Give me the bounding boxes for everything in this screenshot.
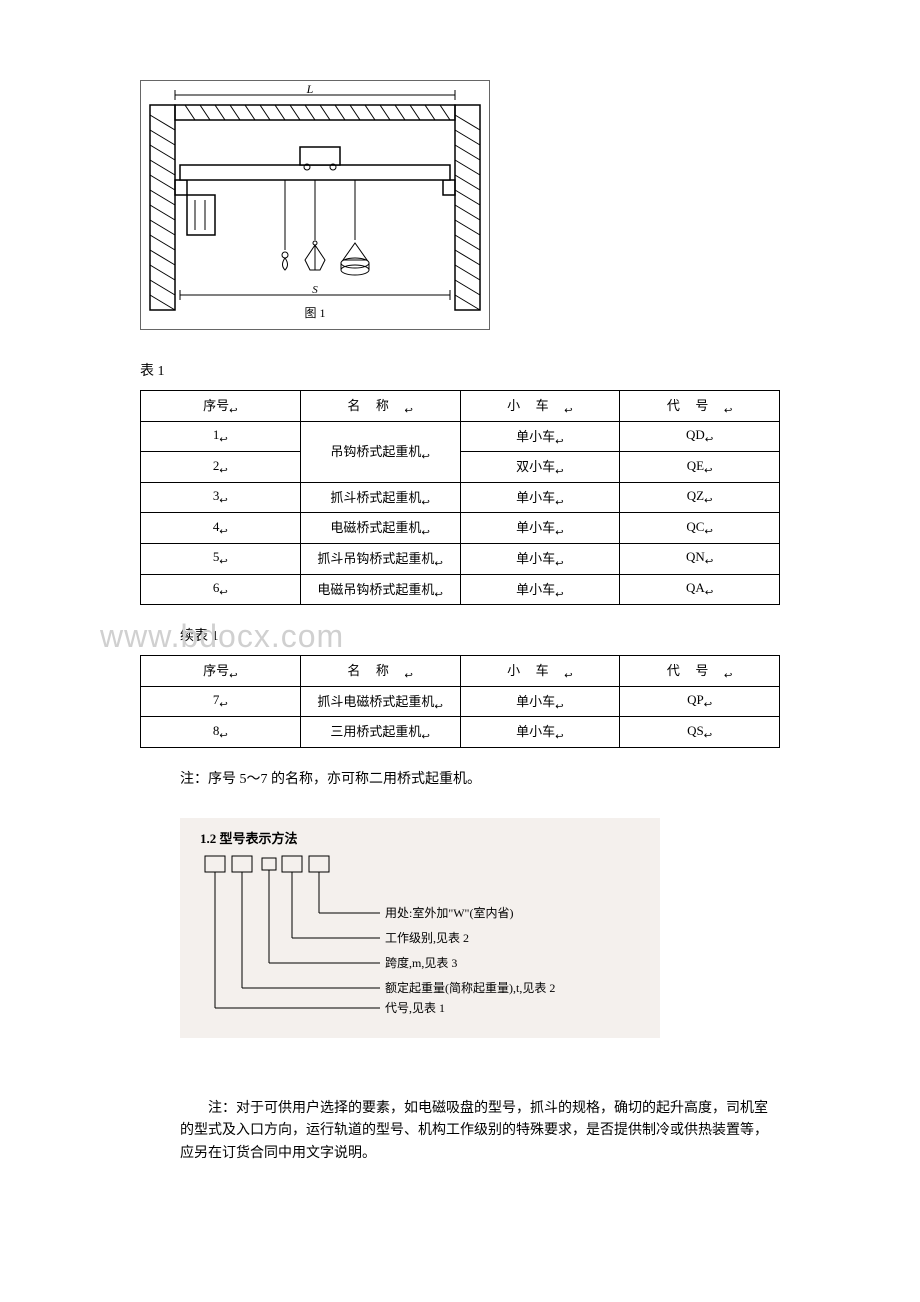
cell-code: QP↩	[620, 686, 780, 717]
cell-trolley: 双小车↩	[460, 452, 620, 483]
cell-seq: 6↩	[141, 574, 301, 605]
cell-code: QN↩	[620, 543, 780, 574]
cell-code: QA↩	[620, 574, 780, 605]
cell-trolley: 单小车↩	[460, 686, 620, 717]
cell-name: 抓斗电磁桥式起重机↩	[300, 686, 460, 717]
dim-l-label: L	[306, 85, 314, 96]
table-1-header-seq: 序号↩	[141, 391, 301, 422]
table-1-continued: 序号↩ 名称↩ 小车↩ 代号↩ 7↩ 抓斗电磁桥式起重机↩ 单小车↩ QP↩ 8…	[140, 655, 780, 748]
model-line-3: 跨度,m,见表 3	[385, 955, 457, 970]
table-row: 1↩ 吊钩桥式起重机↩ 单小车↩ QD↩	[141, 421, 780, 452]
cell-seq: 2↩	[141, 452, 301, 483]
table-1-header-code: 代号↩	[620, 391, 780, 422]
cell-name: 电磁桥式起重机↩	[300, 513, 460, 544]
cell-name: 抓斗吊钩桥式起重机↩	[300, 543, 460, 574]
table-1c-header-name: 名称↩	[300, 656, 460, 687]
cell-code: QD↩	[620, 421, 780, 452]
dim-s-label: S	[312, 284, 318, 296]
cell-name: 三用桥式起重机↩	[300, 717, 460, 748]
table-row: 2↩ 双小车↩ QE↩	[141, 452, 780, 483]
model-diagram: 1.2 型号表示方法 用处:室外加"W"(室内省) 工作级别,见表 2 跨度,m…	[190, 828, 650, 1028]
table-1-header-row: 序号↩ 名称↩ 小车↩ 代号↩	[141, 391, 780, 422]
crane-svg: L	[145, 85, 485, 325]
model-line-1: 用处:室外加"W"(室内省)	[385, 905, 513, 920]
table-1-label: 表 1	[140, 360, 780, 380]
cell-seq: 1↩	[141, 421, 301, 452]
cell-trolley: 单小车↩	[460, 482, 620, 513]
table-row: 7↩ 抓斗电磁桥式起重机↩ 单小车↩ QP↩	[141, 686, 780, 717]
table-1c-header-code: 代号↩	[620, 656, 780, 687]
cell-trolley: 单小车↩	[460, 513, 620, 544]
table-1c-header-row: 序号↩ 名称↩ 小车↩ 代号↩	[141, 656, 780, 687]
cell-seq: 4↩	[141, 513, 301, 544]
table-1: 序号↩ 名称↩ 小车↩ 代号↩ 1↩ 吊钩桥式起重机↩ 单小车↩ QD↩ 2↩ …	[140, 390, 780, 605]
cell-seq: 8↩	[141, 717, 301, 748]
model-diagram-svg: 1.2 型号表示方法 用处:室外加"W"(室内省) 工作级别,见表 2 跨度,m…	[190, 828, 650, 1028]
table-1-continued-label: 续表 1	[180, 625, 780, 645]
table-row: 3↩ 抓斗桥式起重机↩ 单小车↩ QZ↩	[141, 482, 780, 513]
table-row: 5↩ 抓斗吊钩桥式起重机↩ 单小车↩ QN↩	[141, 543, 780, 574]
cell-code: QC↩	[620, 513, 780, 544]
figure-1-container: L	[140, 80, 490, 330]
cell-name: 抓斗桥式起重机↩	[300, 482, 460, 513]
crane-diagram: L	[145, 85, 485, 325]
model-line-5: 代号,见表 1	[385, 1001, 445, 1015]
cell-trolley: 单小车↩	[460, 717, 620, 748]
table-row: 8↩ 三用桥式起重机↩ 单小车↩ QS↩	[141, 717, 780, 748]
model-line-4: 额定起重量(简称起重量),t,见表 2	[385, 980, 555, 995]
figure-1-label: 图 1	[304, 306, 325, 320]
cell-trolley: 单小车↩	[460, 543, 620, 574]
cell-seq: 5↩	[141, 543, 301, 574]
final-note: 注：对于可供用户选择的要素，如电磁吸盘的型号，抓斗的规格，确切的起升高度，司机室…	[180, 1098, 780, 1165]
table-1c-header-trolley: 小车↩	[460, 656, 620, 687]
model-diagram-container: 1.2 型号表示方法 用处:室外加"W"(室内省) 工作级别,见表 2 跨度,m…	[180, 818, 660, 1038]
table-1-header-trolley: 小车↩	[460, 391, 620, 422]
table-1c-header-seq: 序号↩	[141, 656, 301, 687]
cell-trolley: 单小车↩	[460, 574, 620, 605]
cell-code: QE↩	[620, 452, 780, 483]
note-1: 注：序号 5～7 的名称，亦可称二用桥式起重机。	[180, 768, 780, 788]
cell-trolley: 单小车↩	[460, 421, 620, 452]
cell-code: QZ↩	[620, 482, 780, 513]
cell-name: 吊钩桥式起重机↩	[300, 421, 460, 482]
cell-code: QS↩	[620, 717, 780, 748]
table-row: 4↩ 电磁桥式起重机↩ 单小车↩ QC↩	[141, 513, 780, 544]
cell-name: 电磁吊钩桥式起重机↩	[300, 574, 460, 605]
model-line-2: 工作级别,见表 2	[385, 931, 469, 945]
cell-seq: 7↩	[141, 686, 301, 717]
table-row: 6↩ 电磁吊钩桥式起重机↩ 单小车↩ QA↩	[141, 574, 780, 605]
cell-seq: 3↩	[141, 482, 301, 513]
table-1-header-name: 名称↩	[300, 391, 460, 422]
model-title: 1.2 型号表示方法	[200, 831, 298, 846]
